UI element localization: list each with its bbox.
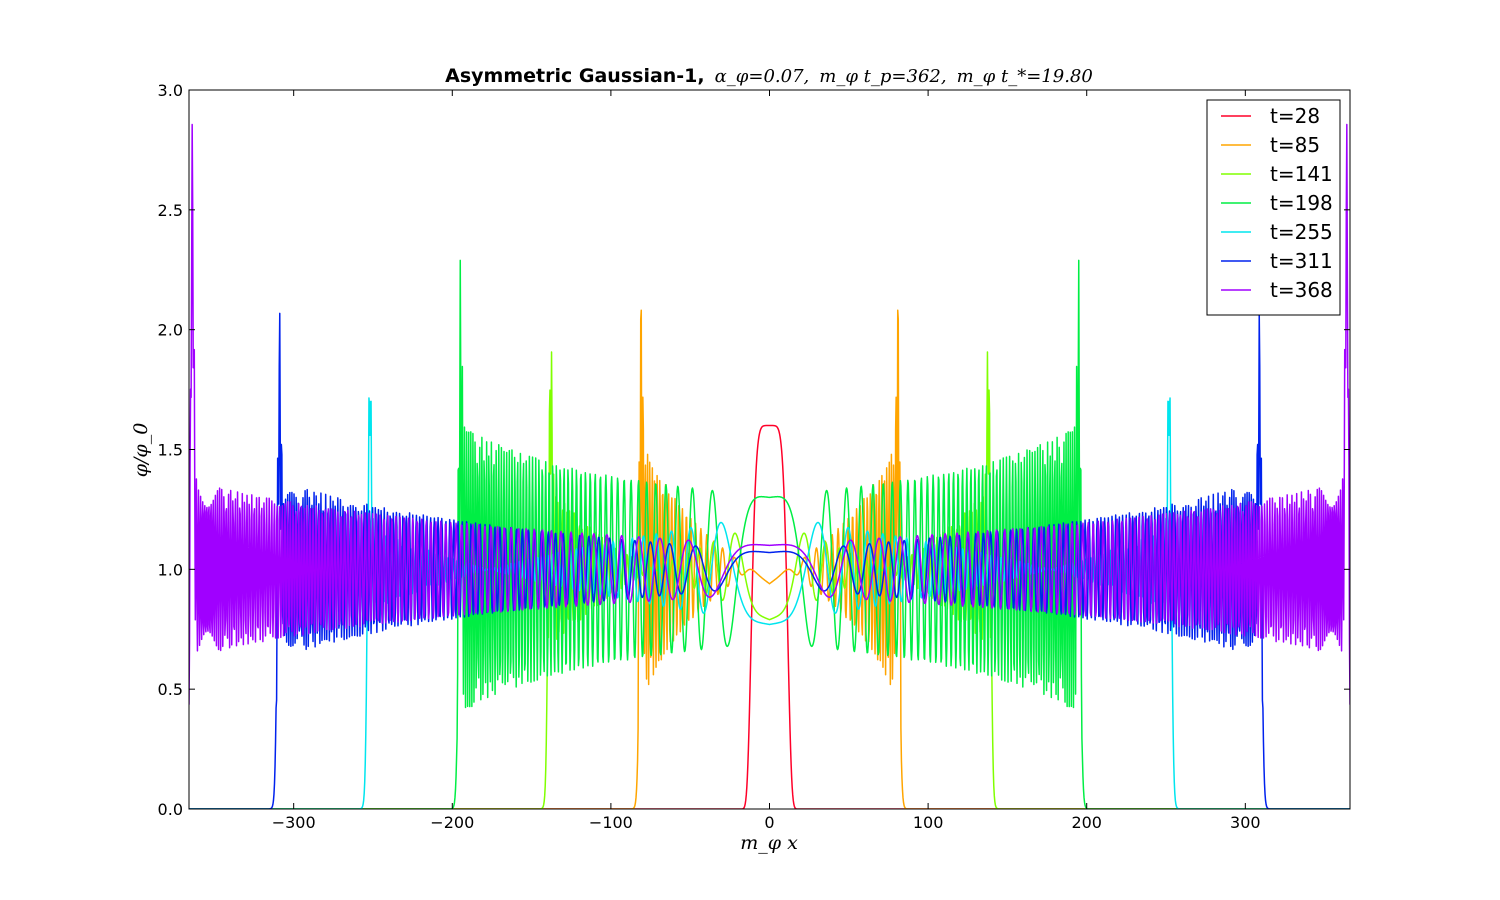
legend-box xyxy=(1206,99,1341,316)
y-tick-label: 3.0 xyxy=(158,81,183,100)
legend-label: t=85 xyxy=(1270,133,1320,157)
legend-label: t=198 xyxy=(1270,191,1333,215)
y-tick-label: 2.5 xyxy=(158,201,183,220)
chart-title-part: Asymmetric Gaussian-1, xyxy=(445,65,704,87)
series-line-t=198 xyxy=(189,259,1350,809)
y-tick-label: 2.0 xyxy=(158,321,183,340)
chart-title-part: m_φ t_p=362, xyxy=(819,66,946,87)
x-tick-label: −300 xyxy=(272,813,316,832)
x-tick-label: −200 xyxy=(430,813,474,832)
y-tick-label: 0.5 xyxy=(158,680,183,699)
y-tick-label: 0.0 xyxy=(158,800,183,819)
y-tick-label: 1.5 xyxy=(158,441,183,460)
y-tick-label: 1.0 xyxy=(158,560,183,579)
legend-label: t=255 xyxy=(1270,220,1333,244)
x-tick-label: 0 xyxy=(764,813,774,832)
x-tick-label: 100 xyxy=(913,813,944,832)
plot-area xyxy=(189,123,1350,809)
series-line-t=141 xyxy=(189,351,1350,809)
chart-title-part: α_φ=0.07, xyxy=(715,66,810,87)
series-line-t=368 xyxy=(189,123,1350,705)
legend-label: t=28 xyxy=(1270,104,1320,128)
series-line-t=85 xyxy=(189,309,1350,809)
chart-title: Asymmetric Gaussian-1, α_φ=0.07, m_φ t_p… xyxy=(445,65,1093,87)
legend-label: t=141 xyxy=(1270,162,1333,186)
x-tick-label: −100 xyxy=(589,813,633,832)
legend-label: t=311 xyxy=(1270,249,1333,273)
x-tick-label: 300 xyxy=(1230,813,1261,832)
legend-label: t=368 xyxy=(1270,278,1333,302)
x-tick-label: 200 xyxy=(1071,813,1102,832)
series-line-t=28 xyxy=(189,424,1350,809)
axes: −300 −200 −100 0 100 200 300 0.0 0.5 1.0 1.5 2.0 2.5… xyxy=(158,81,1351,832)
x-axis-label: m_φ x xyxy=(740,832,798,854)
legend: t=28 t=85 t=141 t=198 t=255 t=311 t=368 xyxy=(1206,99,1341,316)
chart-title-part: m_φ t_*=19.80 xyxy=(957,66,1093,87)
y-axis-label: φ/φ_0 xyxy=(130,423,152,478)
